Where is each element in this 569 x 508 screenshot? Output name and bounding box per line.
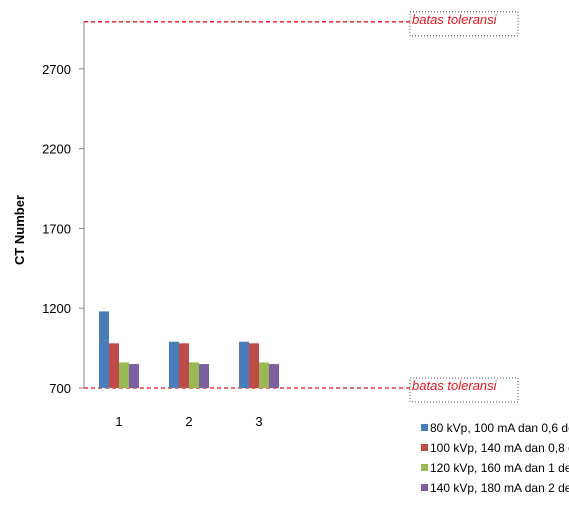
y-tick-label-4: 2700: [42, 62, 71, 77]
legend-label-4: 140 kVp, 180 mA dan 2 detik: [430, 481, 569, 495]
bar-series4-cat1: [129, 364, 139, 388]
tolerance-label-1: batas toleransi: [412, 378, 498, 393]
legend-swatch-2: [421, 444, 428, 451]
bar-series1-cat1: [99, 311, 109, 388]
bar-series1-cat3: [239, 341, 249, 388]
bar-series2-cat1: [109, 343, 119, 388]
tolerance-lines: batas toleransi batas toleransi: [84, 11, 519, 403]
bar-series4-cat3: [269, 364, 279, 388]
legend: 80 kVp, 100 mA dan 0,6 detik 100 kVp, 140…: [421, 421, 569, 495]
legend-swatch-4: [421, 484, 428, 491]
tolerance-label-0: batas toleransi: [412, 12, 498, 27]
bars: [99, 311, 279, 388]
y-tick-label-2: 1700: [42, 221, 71, 236]
bar-series3-cat2: [189, 362, 199, 388]
bar-series3-cat1: [119, 362, 129, 388]
bar-series1-cat2: [169, 341, 179, 388]
x-tick-label-2: 2: [185, 414, 192, 429]
bar-series4-cat2: [199, 364, 209, 388]
legend-label-2: 100 kVp, 140 mA dan 0,8 detik: [430, 441, 569, 455]
bar-series3-cat3: [259, 362, 269, 388]
tolerance-label-box-0: [409, 11, 519, 37]
legend-label-1: 80 kVp, 100 mA dan 0,6 detik: [430, 421, 569, 435]
tolerance-label-box-1: [409, 377, 519, 403]
y-tick-label-0: 700: [49, 381, 71, 396]
bar-series2-cat2: [179, 343, 189, 388]
bar-series2-cat3: [249, 343, 259, 388]
y-axis-label: CT Number: [12, 195, 27, 265]
legend-swatch-1: [421, 424, 428, 431]
legend-label-3: 120 kVp, 160 mA dan 1 detik: [430, 461, 569, 475]
x-axis-ticks: 1 2 3: [115, 414, 262, 429]
y-tick-label-3: 2200: [42, 142, 71, 157]
x-tick-label-1: 1: [115, 414, 122, 429]
y-axis-ticks: 700 1200 1700 2200 2700: [42, 62, 84, 396]
legend-swatch-3: [421, 464, 428, 471]
x-tick-label-3: 3: [255, 414, 262, 429]
y-tick-label-1: 1200: [42, 301, 71, 316]
